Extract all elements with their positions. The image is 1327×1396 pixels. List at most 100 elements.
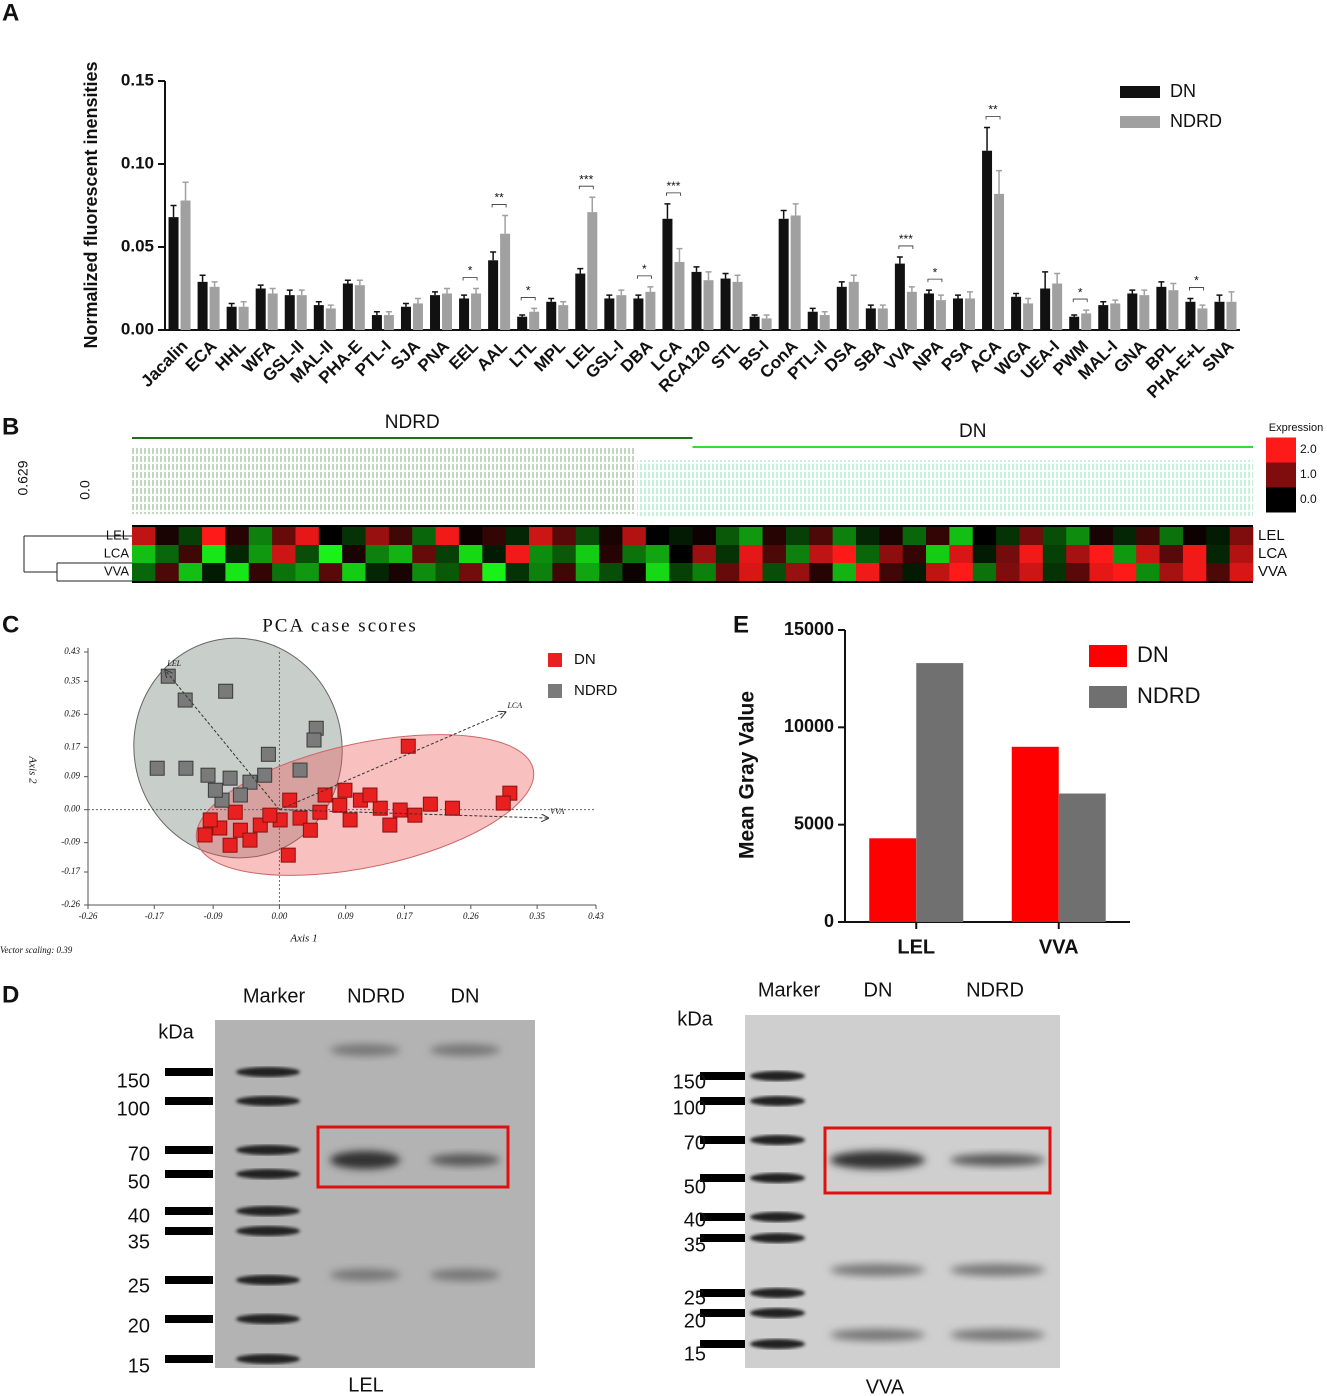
heatmap-cell bbox=[1136, 563, 1160, 581]
marker-label: 15 bbox=[684, 1343, 706, 1365]
marker-bar bbox=[700, 1309, 745, 1317]
marker-label: 25 bbox=[128, 1275, 150, 1297]
bar bbox=[732, 281, 743, 330]
legend-swatch bbox=[1266, 487, 1296, 513]
error-bar bbox=[792, 203, 799, 216]
bar bbox=[935, 300, 946, 330]
heatmap-cell bbox=[1136, 527, 1160, 545]
group-label: NDRD bbox=[385, 412, 440, 433]
bar bbox=[471, 293, 482, 330]
marker-bar bbox=[165, 1146, 213, 1154]
bar bbox=[412, 303, 423, 330]
row-label: VVA bbox=[1258, 563, 1287, 580]
gel-band bbox=[236, 1226, 300, 1236]
lane-label: DN bbox=[451, 985, 480, 1007]
gel-band bbox=[330, 1269, 400, 1281]
marker-label: 15 bbox=[128, 1355, 150, 1377]
error-bar bbox=[531, 307, 538, 312]
heatmap-cell bbox=[1019, 527, 1044, 545]
bar bbox=[442, 293, 453, 330]
heatmap-cell bbox=[599, 545, 623, 563]
point bbox=[200, 767, 216, 783]
error-bar bbox=[1187, 297, 1194, 302]
group-label: DN bbox=[959, 421, 986, 442]
gel-band bbox=[236, 1096, 300, 1106]
gels: Marker NDRD DNkDa15010070504035252015LELMa… bbox=[117, 979, 1060, 1396]
unit-label: kDa bbox=[677, 1008, 713, 1030]
point bbox=[382, 817, 398, 833]
bar bbox=[1214, 301, 1225, 330]
heatmap-cell bbox=[529, 545, 553, 563]
heatmap-cell bbox=[1089, 545, 1114, 563]
marker-bar bbox=[700, 1174, 745, 1182]
error-bar bbox=[315, 301, 322, 306]
heatmap-cell bbox=[902, 527, 927, 545]
heatmap-cell bbox=[879, 545, 903, 563]
legend-tick-label: 1.0 bbox=[1300, 467, 1317, 481]
error-bar bbox=[385, 310, 392, 316]
error-bar bbox=[821, 310, 828, 316]
bar bbox=[916, 663, 964, 922]
marker-bar bbox=[700, 1289, 745, 1297]
significance-bracket bbox=[666, 192, 681, 196]
y-tick-label: 10000 bbox=[784, 716, 834, 736]
marker-label: 40 bbox=[128, 1205, 150, 1227]
heatmap-cell bbox=[855, 545, 880, 563]
gel-band bbox=[750, 1308, 805, 1318]
point bbox=[407, 807, 423, 823]
bar bbox=[865, 308, 876, 330]
bar bbox=[1226, 301, 1237, 330]
x-tick-label: -0.09 bbox=[204, 911, 223, 921]
heatmap-cell bbox=[365, 563, 390, 581]
heatmap-cell bbox=[715, 563, 740, 581]
error-bar bbox=[1100, 301, 1107, 306]
legend-label: NDRD bbox=[1137, 683, 1201, 708]
bar bbox=[674, 261, 685, 330]
heatmap-cell bbox=[1019, 563, 1044, 581]
point bbox=[362, 787, 378, 803]
marker-bar bbox=[700, 1213, 745, 1221]
heatmap-cell bbox=[692, 527, 717, 545]
error-bar bbox=[606, 294, 613, 299]
heatmap-cell bbox=[622, 545, 647, 563]
heatmap-cell bbox=[972, 527, 997, 545]
bar bbox=[906, 291, 917, 330]
vector-label: VVA bbox=[550, 807, 564, 816]
lane-label: NDRD bbox=[347, 985, 405, 1007]
x-tick-label: PNA bbox=[414, 337, 453, 376]
significance: * bbox=[1194, 274, 1199, 288]
x-tick-label: DBA bbox=[617, 337, 656, 376]
heatmap-cell bbox=[202, 527, 226, 545]
error-bar bbox=[577, 267, 584, 274]
y-axis-label: Mean Gray Value bbox=[736, 691, 759, 859]
point bbox=[232, 787, 248, 803]
bar bbox=[964, 298, 975, 330]
heatmap-cell bbox=[388, 563, 413, 581]
bar bbox=[517, 316, 528, 330]
legend-swatch bbox=[1089, 686, 1127, 708]
bar bbox=[529, 311, 540, 330]
bar bbox=[354, 285, 365, 330]
marker-bar bbox=[700, 1072, 745, 1080]
y-tick-label: 0.35 bbox=[64, 675, 80, 685]
marker-bar bbox=[700, 1097, 745, 1105]
bar bbox=[836, 286, 847, 330]
bar bbox=[226, 306, 237, 330]
x-tick-label: -0.26 bbox=[79, 911, 98, 921]
gel-band bbox=[330, 1044, 400, 1056]
error-bar bbox=[664, 203, 671, 219]
bar bbox=[459, 298, 470, 330]
heatmap-cell bbox=[1229, 545, 1254, 563]
panel-label: E bbox=[733, 611, 749, 638]
row-label: LEL bbox=[106, 527, 129, 542]
legend-label: DN bbox=[1170, 81, 1196, 101]
heatmap-cell bbox=[458, 527, 483, 545]
bar bbox=[790, 215, 801, 330]
point bbox=[372, 800, 388, 816]
error-bar bbox=[444, 287, 451, 294]
error-bar bbox=[240, 301, 247, 307]
bar bbox=[371, 315, 382, 330]
error-bar bbox=[647, 286, 654, 292]
bar bbox=[1098, 305, 1109, 330]
heatmap-cell bbox=[1042, 545, 1067, 563]
